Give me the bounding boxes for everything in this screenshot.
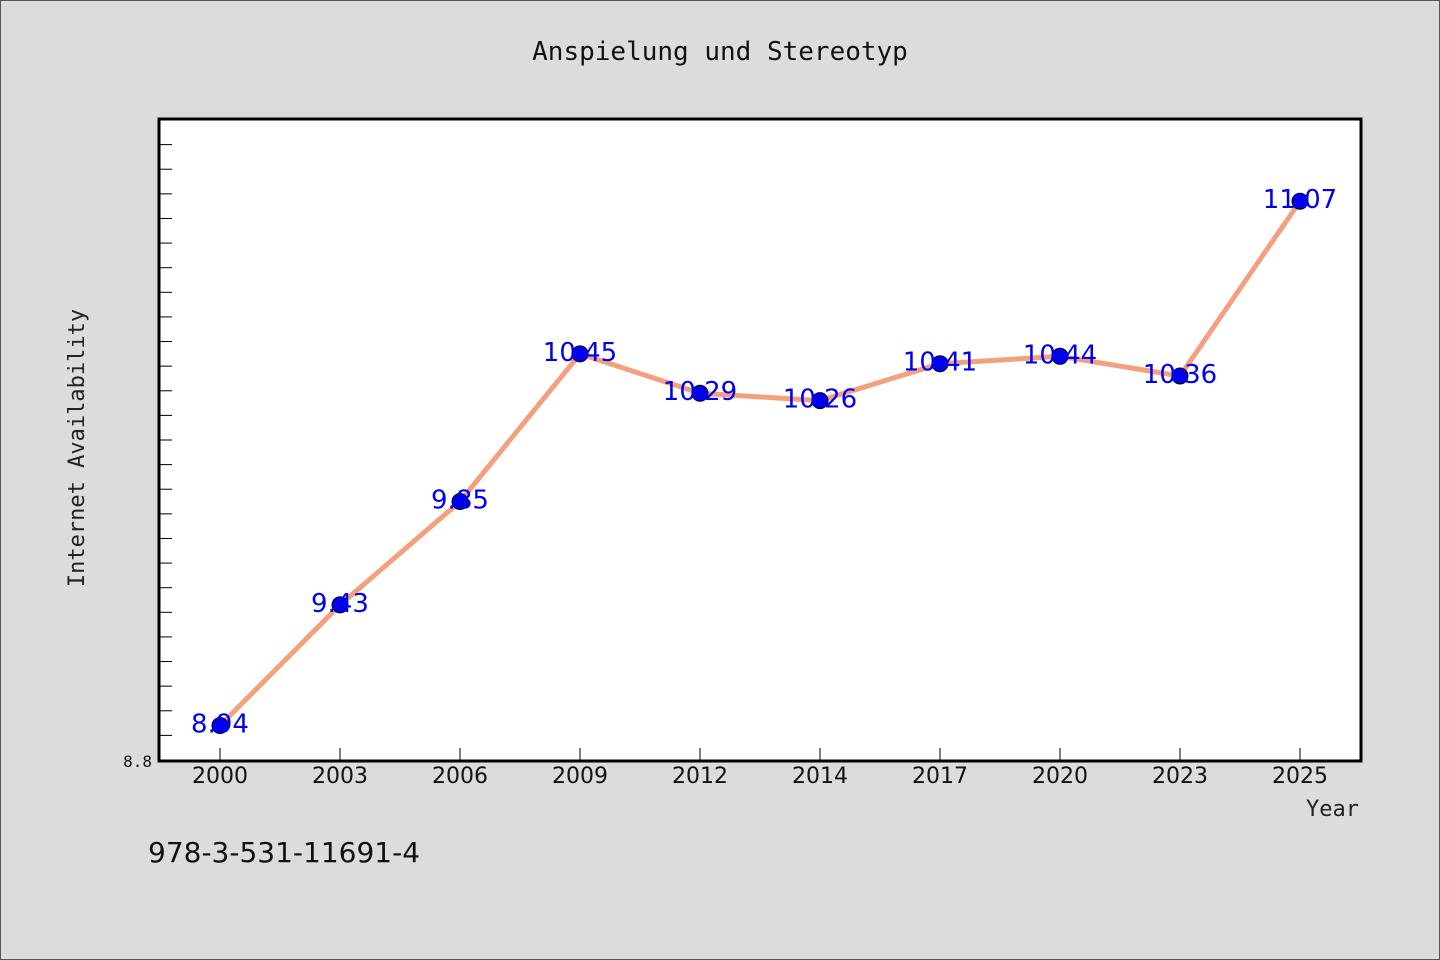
plot-area bbox=[157, 117, 1363, 763]
x-axis-ticks bbox=[219, 748, 1301, 760]
series-line-group bbox=[217, 198, 1303, 729]
data-label: 10.26 bbox=[783, 385, 857, 415]
data-label: 11.07 bbox=[1263, 185, 1337, 215]
footnote-isbn: 978-3-531-11691-4 bbox=[148, 836, 420, 869]
x-tick-label: 2003 bbox=[312, 764, 368, 789]
data-point bbox=[211, 717, 229, 735]
y-axis-ticks bbox=[160, 144, 172, 736]
data-label: 10.36 bbox=[1143, 360, 1217, 390]
x-tick-label: 2023 bbox=[1152, 764, 1208, 789]
series-line bbox=[217, 198, 1303, 729]
x-axis-tick-labels: 2000 2003 2006 2009 2012 2014 2017 2020 2023 2025 bbox=[192, 764, 1328, 789]
chart-title: Anspielung und Stereotyp bbox=[532, 37, 908, 67]
data-point bbox=[931, 355, 949, 373]
data-point bbox=[331, 596, 349, 614]
y-tick-label: 8.8 bbox=[123, 752, 152, 771]
x-tick-label: 2017 bbox=[912, 764, 968, 789]
data-point bbox=[1291, 192, 1309, 210]
data-label: 8.94 bbox=[191, 710, 249, 740]
data-label: 9.43 bbox=[311, 589, 369, 619]
data-point bbox=[571, 345, 589, 363]
y-axis-label: Internet Availability bbox=[65, 309, 90, 587]
x-tick-label: 2025 bbox=[1272, 764, 1328, 789]
x-tick-label: 2006 bbox=[432, 764, 488, 789]
x-tick-label: 2014 bbox=[792, 764, 848, 789]
data-point bbox=[811, 392, 829, 410]
data-point bbox=[691, 384, 709, 402]
x-tick-label: 2009 bbox=[552, 764, 608, 789]
data-point bbox=[1051, 347, 1069, 365]
x-tick-label: 2012 bbox=[672, 764, 728, 789]
data-label: 10.45 bbox=[543, 338, 617, 368]
x-tick-label: 2020 bbox=[1032, 764, 1088, 789]
data-label: 10.29 bbox=[663, 377, 737, 407]
data-label: 10.41 bbox=[903, 348, 977, 378]
data-labels: 8.94 9.43 9.85 10.45 10.29 10.26 10.41 10.44 10.… bbox=[191, 185, 1337, 739]
x-tick-label: 2000 bbox=[192, 764, 248, 789]
data-point bbox=[451, 493, 469, 511]
data-label: 10.44 bbox=[1023, 340, 1097, 370]
x-axis-label: Year bbox=[1306, 797, 1359, 822]
series-markers bbox=[211, 192, 1309, 735]
data-point bbox=[1171, 367, 1189, 385]
data-label: 9.85 bbox=[431, 486, 489, 516]
